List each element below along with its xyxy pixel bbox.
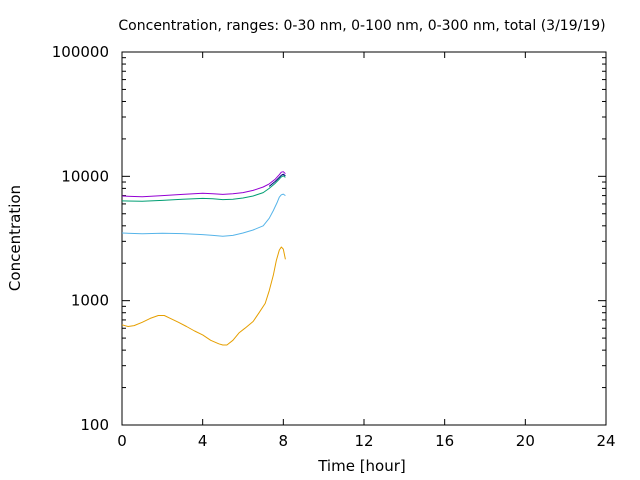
x-tick-label: 20 <box>516 432 535 450</box>
series-line-2 <box>268 173 286 187</box>
series-line-4 <box>121 193 286 237</box>
x-tick-label: 24 <box>596 432 615 450</box>
x-axis-label: Time [hour] <box>317 457 406 475</box>
x-tick-labels: 0 4 8 12 16 20 24 <box>117 432 615 450</box>
series-lines <box>121 171 286 346</box>
y-axis-label: Concentration <box>6 185 24 291</box>
y-tick-label: 1000 <box>71 292 109 310</box>
x-tick-label: 8 <box>279 432 289 450</box>
x-tick-label: 16 <box>435 432 454 450</box>
series-line-1 <box>121 171 286 198</box>
series-line-3 <box>121 175 286 202</box>
x-tick-label: 12 <box>354 432 373 450</box>
y-tick-label: 10000 <box>61 167 109 185</box>
axis-ticks <box>121 51 607 426</box>
plot-frame <box>121 51 607 426</box>
x-tick-label: 4 <box>198 432 208 450</box>
y-tick-label: 100 <box>80 416 109 434</box>
y-tick-label: 100000 <box>52 43 109 61</box>
y-tick-labels: 100 1000 10000 100000 <box>52 43 109 434</box>
chart-title: Concentration, ranges: 0-30 nm, 0-100 nm… <box>118 18 605 34</box>
series-line-5 <box>121 246 286 346</box>
x-tick-label: 0 <box>117 432 127 450</box>
